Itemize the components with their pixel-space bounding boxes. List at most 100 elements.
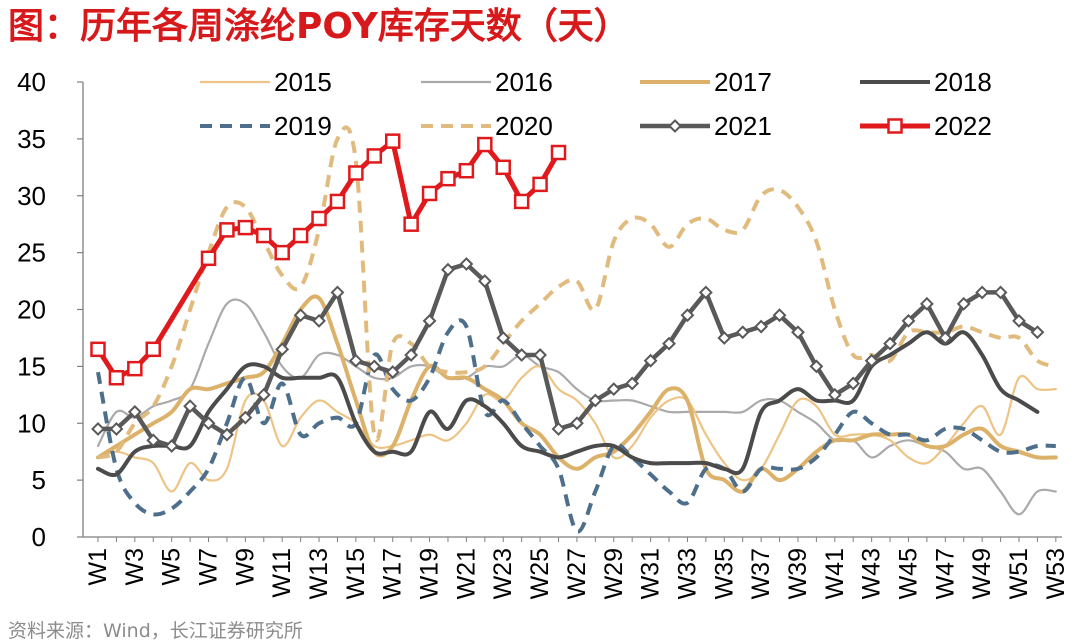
point-2021-W19 bbox=[422, 313, 437, 328]
point-2022-W2 bbox=[108, 370, 125, 386]
legend-item-2015: 2015 bbox=[200, 67, 332, 97]
legend-marker-2021 bbox=[668, 119, 682, 133]
point-2021-W15 bbox=[348, 353, 363, 368]
point-2021-W13 bbox=[312, 313, 326, 328]
series-line-2017 bbox=[96, 294, 1058, 494]
point-2022-W23 bbox=[495, 159, 511, 176]
point-2021-W41 bbox=[827, 387, 842, 402]
x-tick-label: W19 bbox=[416, 548, 444, 599]
point-2021-W7 bbox=[201, 416, 216, 431]
x-tick-label: W31 bbox=[637, 548, 665, 599]
point-2021-W40 bbox=[809, 359, 824, 374]
point-2021-W34 bbox=[698, 285, 713, 300]
point-2022-W19 bbox=[421, 185, 438, 202]
point-2022-W12 bbox=[292, 227, 309, 244]
point-2021-W2 bbox=[109, 422, 124, 436]
legend-label-2021: 2021 bbox=[714, 111, 772, 141]
point-2022-W7 bbox=[200, 250, 217, 267]
x-tick-label: W47 bbox=[931, 548, 959, 599]
x-tick-label: W9 bbox=[231, 548, 259, 586]
x-tick-label: W27 bbox=[563, 548, 591, 599]
legend-label-2020: 2020 bbox=[495, 111, 553, 141]
point-2022-W24 bbox=[513, 193, 530, 210]
point-2022-W18 bbox=[403, 216, 419, 232]
x-tick-label: W51 bbox=[1005, 548, 1033, 599]
point-2021-W11 bbox=[275, 342, 290, 357]
point-2021-W22 bbox=[477, 274, 492, 288]
legend-item-2017: 2017 bbox=[640, 67, 772, 97]
x-tick-label: W45 bbox=[894, 548, 922, 599]
point-2021-W42 bbox=[846, 376, 861, 391]
point-2022-W21 bbox=[458, 162, 475, 179]
point-2021-W24 bbox=[514, 348, 529, 362]
point-2021-W48 bbox=[956, 296, 971, 311]
point-2022-W11 bbox=[274, 244, 290, 261]
point-2021-W37 bbox=[754, 319, 769, 334]
legend-label-2019: 2019 bbox=[274, 111, 332, 141]
point-2021-W17 bbox=[385, 365, 400, 379]
point-2021-W45 bbox=[901, 313, 916, 328]
legend-item-2022: 2022 bbox=[860, 111, 992, 141]
x-tick-label: W17 bbox=[379, 548, 407, 599]
point-2021-W31 bbox=[643, 353, 658, 368]
y-tick-label: 25 bbox=[17, 238, 46, 268]
point-2021-W35 bbox=[717, 331, 732, 345]
point-2021-W50 bbox=[993, 285, 1008, 300]
legend-item-2018: 2018 bbox=[860, 67, 992, 97]
point-2021-W6 bbox=[183, 399, 198, 414]
legend-marker-2022 bbox=[887, 118, 903, 134]
point-2021-W9 bbox=[238, 410, 253, 425]
x-tick-label: W7 bbox=[195, 548, 223, 586]
point-2022-W25 bbox=[532, 176, 548, 193]
y-tick-label: 0 bbox=[32, 522, 46, 552]
legend-label-2022: 2022 bbox=[934, 111, 992, 141]
series-line-2016 bbox=[96, 298, 1057, 516]
point-2021-W33 bbox=[680, 308, 695, 323]
point-2021-W29 bbox=[606, 382, 621, 397]
x-tick-label: W53 bbox=[1042, 548, 1070, 599]
point-2021-W4 bbox=[146, 433, 161, 448]
series-line-2015 bbox=[96, 365, 1057, 493]
x-tick-label: W3 bbox=[121, 548, 149, 586]
y-tick-label: 20 bbox=[17, 295, 46, 325]
x-tick-label: W5 bbox=[158, 548, 186, 586]
series-line-2021 bbox=[95, 261, 1040, 449]
x-tick-label: W43 bbox=[858, 548, 886, 599]
x-tick-label: W25 bbox=[526, 548, 554, 599]
point-2022-W20 bbox=[440, 170, 456, 187]
point-2022-W17 bbox=[384, 133, 401, 149]
point-2021-W30 bbox=[625, 376, 640, 391]
legend-item-2021: 2021 bbox=[640, 111, 772, 141]
x-tick-label: W15 bbox=[342, 548, 370, 599]
point-2021-W3 bbox=[127, 404, 142, 419]
y-tick-label: 15 bbox=[17, 351, 46, 381]
x-tick-label: W23 bbox=[489, 548, 517, 599]
legend-label-2016: 2016 bbox=[495, 67, 553, 97]
x-tick-label: W37 bbox=[747, 548, 775, 599]
point-2022-W8 bbox=[219, 222, 235, 238]
point-2021-W39 bbox=[791, 325, 805, 340]
series-line-2020 bbox=[97, 125, 1057, 460]
point-2021-W21 bbox=[459, 257, 474, 271]
x-tick-label: W21 bbox=[452, 548, 480, 599]
x-tick-label: W41 bbox=[821, 548, 849, 599]
point-2022-W22 bbox=[477, 136, 493, 153]
point-2022-W1 bbox=[90, 341, 106, 358]
point-2021-W1 bbox=[91, 422, 105, 436]
point-2021-W25 bbox=[533, 348, 547, 362]
source-note: 资料来源：Wind，长江证券研究所 bbox=[8, 620, 303, 642]
point-2021-W44 bbox=[883, 336, 897, 351]
point-2021-W28 bbox=[588, 393, 603, 408]
point-2021-W12 bbox=[293, 308, 308, 323]
legend-label-2017: 2017 bbox=[714, 67, 772, 97]
y-tick-label: 35 bbox=[17, 124, 46, 154]
point-2022-W16 bbox=[366, 148, 383, 164]
point-2021-W5 bbox=[164, 439, 179, 453]
point-2021-W16 bbox=[367, 359, 382, 374]
point-2022-W15 bbox=[348, 165, 364, 181]
x-tick-label: W35 bbox=[710, 548, 738, 599]
point-2021-W52 bbox=[1030, 325, 1045, 340]
point-2021-W46 bbox=[919, 296, 934, 311]
point-2021-W38 bbox=[772, 308, 787, 323]
legend-label-2018: 2018 bbox=[934, 67, 992, 97]
